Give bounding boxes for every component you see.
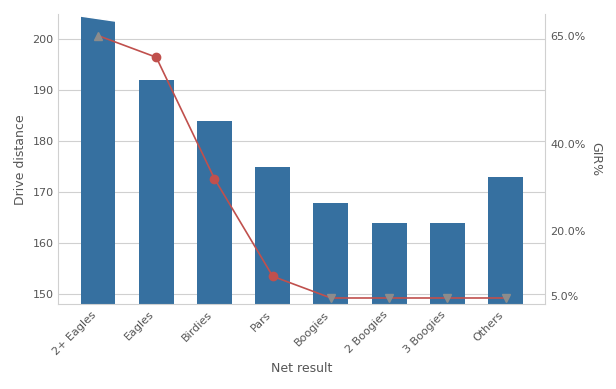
- Bar: [430, 223, 465, 305]
- Polygon shape: [81, 14, 115, 21]
- X-axis label: Net result: Net result: [271, 362, 333, 375]
- Bar: [197, 121, 232, 305]
- Bar: [371, 223, 407, 305]
- Bar: [81, 0, 115, 305]
- Bar: [255, 167, 290, 305]
- Y-axis label: GIR%: GIR%: [589, 142, 602, 176]
- Bar: [139, 80, 174, 305]
- Bar: [488, 177, 523, 305]
- Bar: [314, 203, 349, 305]
- Y-axis label: Drive distance: Drive distance: [14, 114, 27, 205]
